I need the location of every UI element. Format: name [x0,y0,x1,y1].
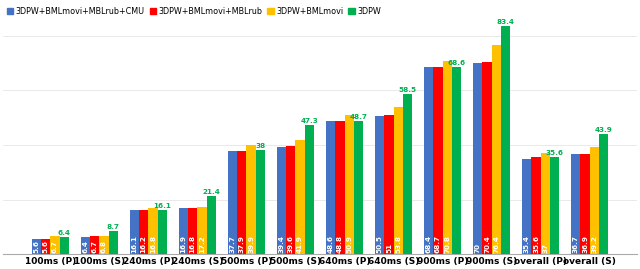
Bar [531,157,541,254]
Text: 5.6: 5.6 [33,240,39,253]
Bar [197,207,207,254]
Bar [473,63,483,254]
Text: 6.8: 6.8 [101,240,107,253]
Text: 6.4: 6.4 [58,230,70,236]
Bar [375,116,384,254]
Bar [326,122,335,254]
Text: 58.5: 58.5 [399,87,417,93]
Bar [130,210,139,254]
Text: 68.6: 68.6 [447,60,466,66]
Bar [384,115,394,254]
Bar [81,237,90,254]
Legend: 3DPW+BMLmovi+MBLrub+CMU, 3DPW+BMLmovi+MBLrub, 3DPW+BMLmovi, 3DPW: 3DPW+BMLmovi+MBLrub+CMU, 3DPW+BMLmovi+MB… [4,3,384,19]
Bar [571,154,580,254]
Bar [522,159,531,254]
Bar [541,153,550,254]
Text: 6.4: 6.4 [83,240,88,253]
Text: 48.7: 48.7 [349,114,367,120]
Text: 51: 51 [386,243,392,253]
Bar [41,239,51,254]
Text: 70.4: 70.4 [484,235,490,253]
Text: 70.8: 70.8 [444,235,451,253]
Bar [228,151,237,254]
Text: 39.2: 39.2 [591,235,597,253]
Bar [424,67,433,254]
Bar [256,150,265,254]
Text: 50.9: 50.9 [346,235,352,253]
Bar [354,121,363,254]
Text: 48.6: 48.6 [328,235,333,253]
Text: 16.2: 16.2 [141,235,147,253]
Text: 6.7: 6.7 [92,240,98,253]
Text: 38: 38 [255,143,266,149]
Bar [443,61,452,254]
Bar [99,236,109,254]
Text: 39.9: 39.9 [248,235,254,253]
Bar [148,208,157,254]
Text: 39.4: 39.4 [278,235,285,253]
Text: 43.9: 43.9 [595,127,612,133]
Bar [90,236,99,254]
Text: 16.8: 16.8 [189,235,196,253]
Text: 76.4: 76.4 [493,235,499,253]
Bar [237,151,246,254]
Text: 68.4: 68.4 [426,235,431,253]
Bar [157,210,167,254]
Bar [344,115,354,254]
Text: 16.8: 16.8 [150,235,156,253]
Text: 36.7: 36.7 [573,235,579,253]
Bar [207,196,216,254]
Text: 39.6: 39.6 [288,235,294,253]
Bar [433,66,443,254]
Text: 35.6: 35.6 [546,150,564,156]
Bar [139,210,148,254]
Text: 35.6: 35.6 [533,235,539,253]
Text: 70: 70 [475,243,481,253]
Text: 50.5: 50.5 [376,235,383,253]
Text: 6.7: 6.7 [52,240,58,253]
Bar [394,107,403,254]
Bar [403,94,412,254]
Bar [599,134,609,254]
Bar [286,146,296,254]
Bar [179,208,188,254]
Text: 37.9: 37.9 [239,235,244,253]
Bar [246,145,256,254]
Bar [109,231,118,254]
Text: 68.7: 68.7 [435,235,441,253]
Bar [296,140,305,254]
Bar [483,62,492,254]
Text: 53.8: 53.8 [396,235,401,253]
Text: 37: 37 [542,243,548,253]
Bar [51,236,60,254]
Text: 41.9: 41.9 [297,235,303,253]
Text: 17.2: 17.2 [199,235,205,253]
Bar [589,147,599,254]
Bar [60,237,69,254]
Bar [580,154,589,254]
Text: 47.3: 47.3 [301,118,318,124]
Bar [335,121,344,254]
Bar [492,45,501,254]
Bar [305,125,314,254]
Text: 83.4: 83.4 [497,19,515,25]
Text: 16.1: 16.1 [131,235,138,253]
Text: 37.7: 37.7 [230,235,236,253]
Bar [188,208,197,254]
Text: 48.8: 48.8 [337,235,343,253]
Text: 5.6: 5.6 [43,240,49,253]
Text: 21.4: 21.4 [202,189,220,195]
Bar [277,147,286,254]
Text: 16.9: 16.9 [180,235,186,253]
Text: 16.1: 16.1 [154,203,172,209]
Bar [452,67,461,254]
Text: 35.4: 35.4 [524,235,530,253]
Bar [550,157,559,254]
Text: 8.7: 8.7 [107,224,120,229]
Bar [501,26,510,254]
Bar [31,239,41,254]
Text: 36.9: 36.9 [582,235,588,253]
